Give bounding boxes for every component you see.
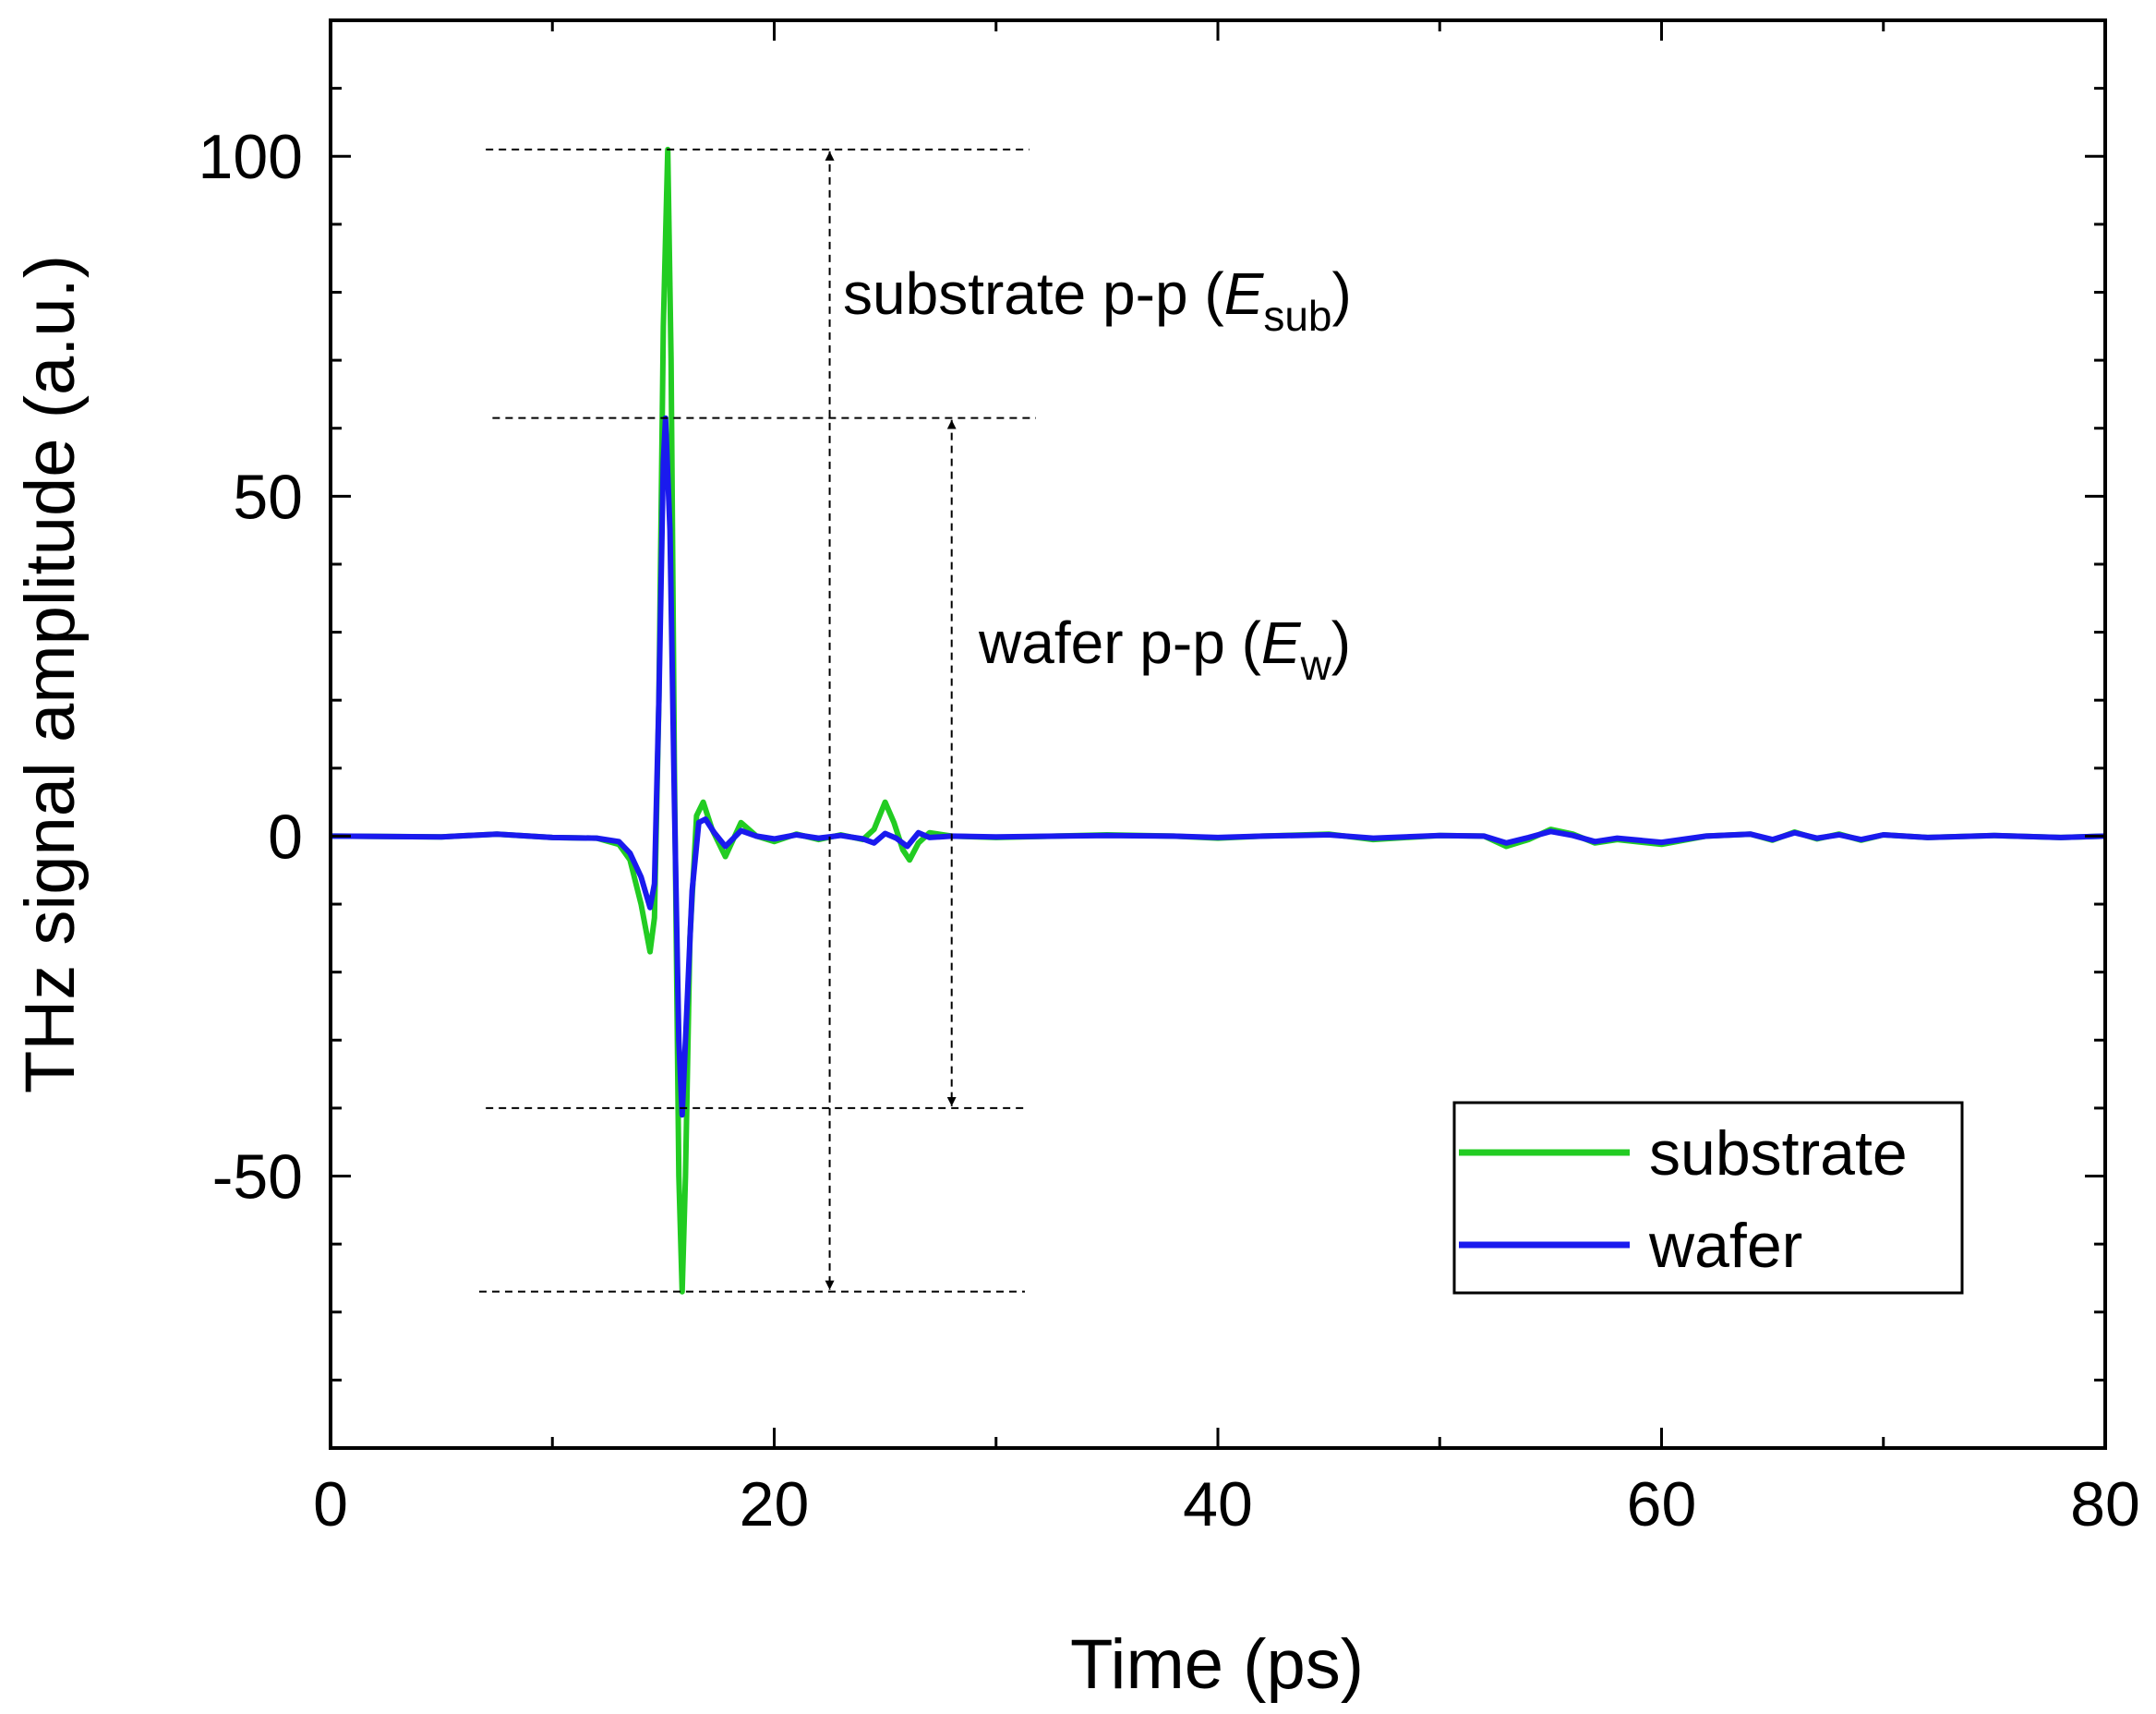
y-tick-label: 0 (268, 802, 303, 872)
x-tick-label: 40 (1183, 1469, 1253, 1539)
series-line-wafer (330, 415, 2106, 1118)
x-tick-label: 20 (740, 1469, 810, 1539)
plot-lines (330, 146, 2106, 1295)
annotation-label-wafer-p-p: wafer p-p (Ew) (978, 610, 1351, 689)
y-axis-title: THz signal amplitude (a.u.) (11, 255, 90, 1093)
x-tick-label: 80 (2070, 1469, 2140, 1539)
x-tick-label: 60 (1627, 1469, 1697, 1539)
tick-labels: 0 20 40 60 80 -50 0 50 100 (199, 122, 2140, 1539)
x-axis-title: Time (ps) (1070, 1625, 1364, 1704)
annotations: substrate p-p (Esub) wafer p-p (Ew) (478, 148, 1352, 1293)
legend: substrate wafer (1452, 1101, 1964, 1295)
annotation-label-substrate-p-p: substrate p-p (Esub) (843, 260, 1352, 340)
legend-box (1452, 1101, 1964, 1295)
y-tick-label: 50 (233, 462, 303, 532)
y-tick-label: -50 (212, 1142, 303, 1213)
legend-label-substrate: substrate (1649, 1118, 1908, 1189)
legend-label-wafer: wafer (1648, 1211, 1802, 1281)
y-tick-label: 100 (199, 122, 303, 192)
ticks (329, 18, 2107, 1448)
x-tick-label: 0 (313, 1469, 348, 1539)
